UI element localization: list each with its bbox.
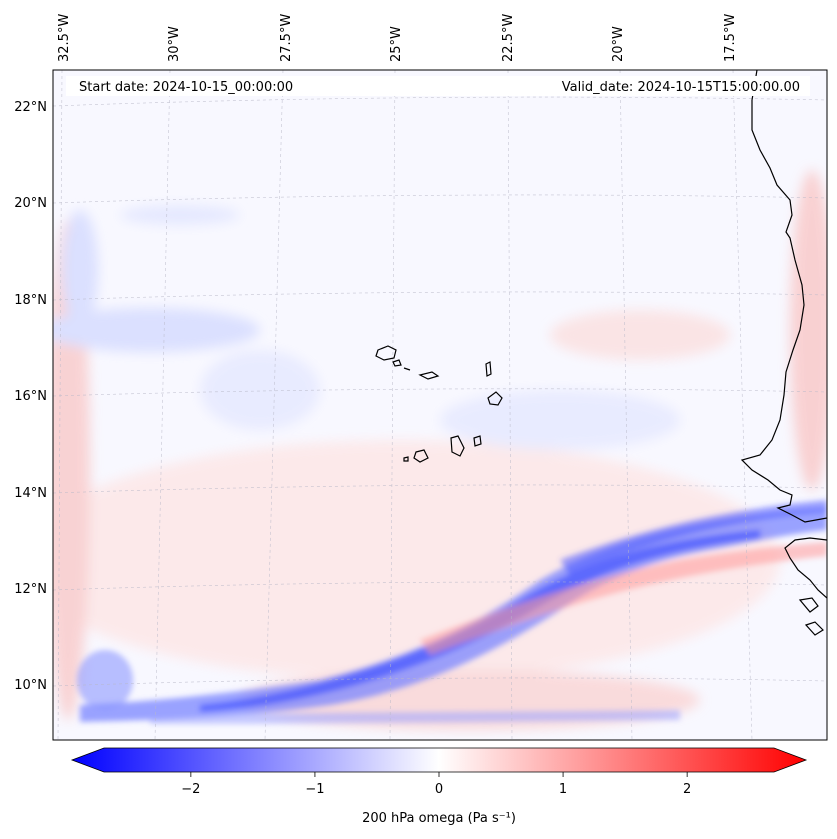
- field-negative-bottom: [150, 710, 680, 724]
- field-positive-band: [420, 542, 827, 655]
- lon-label: 25°W: [389, 26, 404, 62]
- gridlines: [53, 70, 827, 740]
- header-bar: [66, 76, 810, 96]
- island-santa-luzia: [403, 367, 411, 371]
- map-frame: [52, 69, 828, 741]
- lon-label: 30°W: [167, 26, 182, 62]
- map-panel: Start date: 2024-10-15_00:00:00 Valid_da…: [52, 69, 828, 741]
- field-negative-n: [120, 205, 240, 225]
- lon-label: 32.5°W: [57, 14, 72, 62]
- omega-field: [53, 170, 827, 730]
- field-negative-c: [200, 350, 320, 430]
- field-positive-ne: [550, 310, 730, 360]
- field-negative-nw2: [62, 210, 98, 330]
- island-sao-nicolau: [418, 371, 440, 380]
- colorbar: −2 −1 0 1 2 200 hPa omega (Pa s⁻¹): [70, 747, 808, 826]
- longitude-labels: 32.5°W 30°W 27.5°W 25°W 22.5°W 20°W 17.5…: [57, 14, 738, 62]
- cape-verde-islands: [375, 345, 503, 463]
- lat-label: 20°N: [14, 196, 47, 211]
- lat-label: 14°N: [14, 486, 47, 501]
- field-negative-sw: [77, 650, 133, 710]
- lat-label: 22°N: [14, 100, 47, 115]
- lat-label: 10°N: [14, 678, 47, 693]
- lon-label: 17.5°W: [723, 14, 738, 62]
- lat-label: 16°N: [14, 389, 47, 404]
- colorbar-tick-label: 2: [683, 782, 691, 797]
- field-positive-east-edge: [790, 170, 827, 490]
- field-negative-band-east: [560, 500, 827, 575]
- colorbar-bar: [70, 747, 808, 773]
- island-boa-vista: [487, 391, 503, 406]
- colorbar-ticks: −2 −1 0 1 2: [181, 772, 691, 797]
- field-negative-nw: [53, 308, 260, 352]
- island-fogo: [413, 449, 429, 463]
- colorbar-tick-label: −2: [181, 782, 200, 797]
- africa-coastline: [740, 70, 827, 523]
- island-santo-antao: [375, 345, 397, 361]
- bijagos-islands: [798, 597, 824, 636]
- colorbar-tick-label: −1: [305, 782, 324, 797]
- colorbar-tick-label: 0: [435, 782, 443, 797]
- field-positive-south: [53, 440, 780, 680]
- island-maio: [473, 435, 482, 447]
- colorbar-tick-label: 1: [559, 782, 567, 797]
- lat-label: 18°N: [14, 293, 47, 308]
- lon-label: 27.5°W: [279, 14, 294, 62]
- island-sao-vicente: [392, 359, 402, 367]
- lon-label: 22.5°W: [501, 14, 516, 62]
- colorbar-label: 200 hPa omega (Pa s⁻¹): [362, 811, 516, 826]
- island-santiago: [450, 435, 465, 457]
- lon-label: 20°W: [611, 26, 626, 62]
- latitude-labels: 22°N 20°N 18°N 16°N 14°N 12°N 10°N: [14, 100, 47, 693]
- start-date-label: Start date: 2024-10-15_00:00:00: [79, 80, 293, 95]
- island-brava: [403, 456, 409, 462]
- africa-coastline-south: [784, 537, 827, 599]
- valid-date-label: Valid_date: 2024-10-15T15:00:00.00: [562, 80, 800, 95]
- field-negative-c2: [440, 390, 680, 450]
- lat-label: 12°N: [14, 582, 47, 597]
- island-sal: [485, 361, 492, 377]
- coastlines: [740, 70, 827, 636]
